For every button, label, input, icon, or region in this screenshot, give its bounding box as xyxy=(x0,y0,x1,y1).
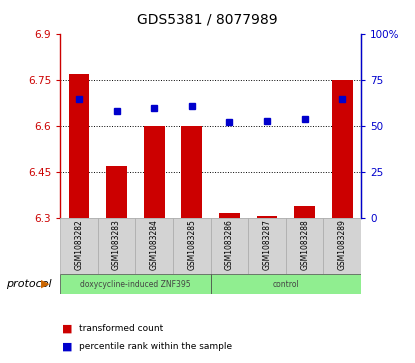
Bar xyxy=(68,74,89,218)
Text: ■: ■ xyxy=(62,342,73,352)
Bar xyxy=(60,218,98,274)
Bar xyxy=(286,218,323,274)
Bar xyxy=(60,274,211,294)
Bar xyxy=(181,126,202,218)
Text: GSM1083284: GSM1083284 xyxy=(150,220,159,270)
Text: control: control xyxy=(273,280,299,289)
Text: protocol: protocol xyxy=(6,279,52,289)
Bar xyxy=(248,218,286,274)
Text: transformed count: transformed count xyxy=(79,324,163,333)
Text: ■: ■ xyxy=(62,323,73,334)
Bar xyxy=(106,166,127,218)
Bar xyxy=(332,80,353,218)
Text: GSM1083283: GSM1083283 xyxy=(112,220,121,270)
Text: GDS5381 / 8077989: GDS5381 / 8077989 xyxy=(137,13,278,27)
Bar xyxy=(135,218,173,274)
Bar xyxy=(98,218,135,274)
Text: percentile rank within the sample: percentile rank within the sample xyxy=(79,342,232,351)
Text: GSM1083287: GSM1083287 xyxy=(263,220,271,270)
Text: GSM1083285: GSM1083285 xyxy=(187,220,196,270)
Bar xyxy=(144,126,164,218)
Bar xyxy=(173,218,210,274)
Text: GSM1083289: GSM1083289 xyxy=(338,220,347,270)
Text: doxycycline-induced ZNF395: doxycycline-induced ZNF395 xyxy=(80,280,191,289)
Bar xyxy=(211,274,361,294)
Bar xyxy=(211,218,248,274)
Text: ▶: ▶ xyxy=(41,279,49,289)
Text: GSM1083286: GSM1083286 xyxy=(225,220,234,270)
Bar xyxy=(323,218,361,274)
Text: GSM1083282: GSM1083282 xyxy=(74,220,83,270)
Bar xyxy=(294,205,315,218)
Text: GSM1083288: GSM1083288 xyxy=(300,220,309,270)
Bar xyxy=(257,216,277,218)
Bar xyxy=(219,213,240,218)
